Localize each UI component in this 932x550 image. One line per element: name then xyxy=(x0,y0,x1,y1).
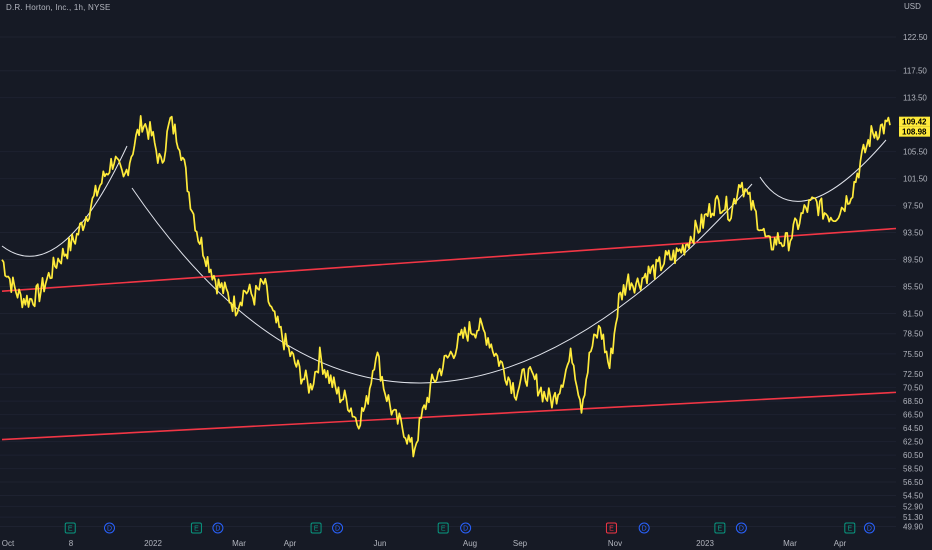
y-tick-label: 75.50 xyxy=(903,350,924,359)
y-tick-label: 70.50 xyxy=(903,384,924,393)
price-line xyxy=(1,115,891,458)
channel-lines xyxy=(1,227,897,441)
y-tick-label: 97.50 xyxy=(903,202,924,211)
event-label: D xyxy=(215,526,220,533)
y-tick-label: 68.50 xyxy=(903,397,924,406)
y-tick-label: 89.50 xyxy=(903,256,924,265)
prev-close-tag-label: 108.98 xyxy=(902,128,927,137)
dividend-marker[interactable]: D xyxy=(638,522,650,534)
y-tick-label: 72.50 xyxy=(903,370,924,379)
dividend-marker[interactable]: D xyxy=(460,522,472,534)
event-label: D xyxy=(867,526,872,533)
earnings-marker[interactable]: E xyxy=(64,522,76,534)
x-tick-label: 2023 xyxy=(696,539,714,548)
channel-line-lower xyxy=(1,391,897,441)
y-tick-label: 85.50 xyxy=(903,282,924,291)
y-tick-label: 52.90 xyxy=(903,502,924,511)
y-tick-label: 117.50 xyxy=(903,67,927,76)
time-axis[interactable]: Oct 8 2022 Mar Apr Jun Aug Sep Nov 2023 Mar Apr xyxy=(2,539,847,548)
arc-annotations xyxy=(1,139,887,384)
event-label: E xyxy=(314,526,319,533)
y-tick-label: 122.50 xyxy=(903,33,928,42)
event-label: D xyxy=(335,526,340,533)
dividend-marker[interactable]: D xyxy=(735,522,747,534)
event-label: D xyxy=(463,526,468,533)
y-tick-label: 62.50 xyxy=(903,438,924,447)
x-tick-label: Jun xyxy=(374,539,387,548)
prev-close-tag xyxy=(899,126,930,137)
earnings-marker[interactable]: E xyxy=(844,522,856,534)
x-tick-label: Nov xyxy=(608,539,622,548)
x-tick-label: 2022 xyxy=(144,539,162,548)
x-tick-label: Aug xyxy=(463,539,477,548)
dividend-marker[interactable]: D xyxy=(863,522,875,534)
earnings-marker[interactable]: E xyxy=(714,522,726,534)
dividend-marker[interactable]: D xyxy=(332,522,344,534)
event-label: E xyxy=(609,526,614,533)
x-tick-label: Oct xyxy=(2,539,15,548)
chart-title: D.R. Horton, Inc., 1h, NYSE xyxy=(6,3,111,12)
y-tick-label: 66.50 xyxy=(903,411,924,420)
event-label: E xyxy=(847,526,852,533)
axis-unit-label: USD xyxy=(904,2,921,11)
event-label: D xyxy=(642,526,647,533)
event-label: D xyxy=(107,526,112,533)
y-tick-label: 56.50 xyxy=(903,478,924,487)
x-tick-label: Apr xyxy=(284,539,297,548)
arc-1 xyxy=(1,145,128,257)
last-price-tag xyxy=(899,116,930,127)
y-tick-label: 58.50 xyxy=(903,465,924,474)
x-tick-label: Apr xyxy=(834,539,847,548)
x-tick-label: Sep xyxy=(513,539,528,548)
y-tick-label: 93.50 xyxy=(903,229,924,238)
y-tick-label: 101.50 xyxy=(903,175,928,184)
y-tick-label: 78.50 xyxy=(903,330,924,339)
y-tick-label: 113.50 xyxy=(903,94,927,103)
last-price-tag-label: 109.42 xyxy=(902,118,927,127)
earnings-marker[interactable]: E xyxy=(310,522,322,534)
y-tick-label: 54.50 xyxy=(903,492,924,501)
price-series xyxy=(1,115,891,458)
dividend-marker[interactable]: D xyxy=(103,522,115,534)
y-tick-label: 105.50 xyxy=(903,148,928,157)
y-tick-label: 64.50 xyxy=(903,424,924,433)
earnings-marker[interactable]: E xyxy=(605,522,617,534)
x-tick-label: Mar xyxy=(783,539,797,548)
earnings-marker[interactable]: E xyxy=(437,522,449,534)
y-tick-label: 49.90 xyxy=(903,523,924,532)
y-tick-label: 81.50 xyxy=(903,309,924,318)
x-tick-label: Mar xyxy=(232,539,246,548)
event-label: E xyxy=(441,526,446,533)
y-tick-label: 60.50 xyxy=(903,451,924,460)
dividend-marker[interactable]: D xyxy=(212,522,224,534)
x-tick-label: 8 xyxy=(69,539,74,548)
earnings-marker[interactable]: E xyxy=(190,522,202,534)
y-tick-label: 51.30 xyxy=(903,513,924,522)
event-label: E xyxy=(68,526,73,533)
price-axis[interactable]: USD 122.50 117.50 113.50 105.50 101.50 97.50 93… xyxy=(899,2,930,532)
arc-3 xyxy=(759,139,887,202)
event-label: E xyxy=(194,526,199,533)
arc-2 xyxy=(131,183,753,384)
event-label: D xyxy=(739,526,744,533)
channel-line-upper xyxy=(1,227,897,293)
event-label: E xyxy=(718,526,723,533)
